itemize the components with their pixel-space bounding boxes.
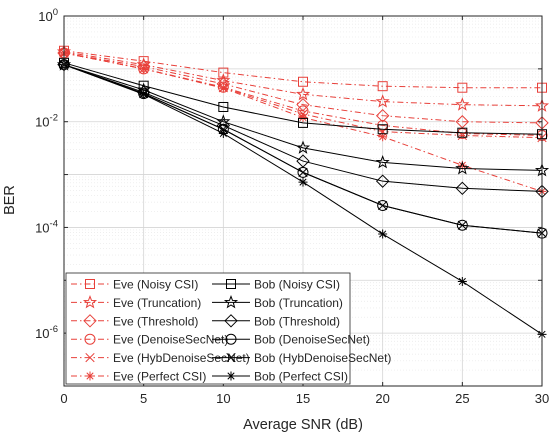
data-point: [139, 64, 149, 74]
legend-label: Eve (DenoiseSecNet): [113, 333, 228, 347]
legend-box: [65, 272, 351, 385]
data-point: [455, 97, 470, 111]
data-point: [375, 108, 390, 123]
data-point: [139, 89, 149, 99]
y-tick-label: 100: [38, 7, 58, 24]
legend-marker: [223, 294, 239, 309]
x-tick-label: 0: [60, 391, 67, 406]
legend-label: Eve (Perfect CSI): [113, 370, 206, 384]
legend-label: Eve (Noisy CSI): [113, 278, 198, 292]
data-point: [377, 199, 389, 211]
data-point: [378, 229, 388, 239]
data-point: [457, 276, 467, 286]
x-tick-label: 20: [375, 391, 389, 406]
legend-label: Eve (Threshold): [113, 314, 198, 328]
legend-marker: [83, 314, 97, 328]
data-point: [457, 160, 467, 170]
data-point: [457, 127, 468, 138]
legend-item: Bob (Perfect CSI): [212, 370, 348, 384]
legend-label: Bob (DenoiseSecNet): [254, 333, 370, 347]
data-point: [218, 67, 229, 78]
legend-marker: [82, 294, 98, 309]
x-tick-label: 25: [455, 391, 469, 406]
axis-ticks: 0 5 10 15 20 25 30 100 10-2 10-4 10-6: [35, 7, 549, 406]
data-point: [297, 166, 309, 178]
legend-marker: [226, 279, 236, 289]
data-point: [298, 117, 308, 128]
legend-item: Eve (Perfect CSI): [71, 370, 206, 384]
legend-item: Eve (DenoiseSecNet): [71, 333, 228, 347]
x-tick-label: 10: [216, 391, 230, 406]
legend-item: Bob (HybDenoiseSecNet): [212, 351, 391, 365]
legend-label: Bob (Threshold): [254, 314, 340, 328]
y-tick-label: 10-4: [35, 218, 58, 235]
legend-label: Bob (HybDenoiseSecNet): [254, 351, 391, 365]
legend-marker: [85, 371, 95, 381]
legend-marker: [226, 352, 236, 363]
legend-label: Bob (Noisy CSI): [254, 278, 340, 292]
x-axis-label: Average SNR (dB): [243, 417, 363, 433]
series-path: [63, 52, 543, 124]
legend-item: Bob (Noisy CSI): [212, 278, 340, 292]
y-tick-label: 10-6: [35, 324, 58, 341]
data-point: [377, 124, 388, 135]
x-tick-label: 30: [535, 391, 549, 406]
data-point: [375, 174, 390, 188]
legend-item: Bob (DenoiseSecNet): [212, 333, 370, 347]
data-point: [295, 140, 311, 154]
x-tick-label: 5: [140, 391, 147, 406]
data-point: [378, 132, 388, 142]
data-point: [218, 83, 228, 93]
data-point: [218, 128, 228, 138]
legend-marker: [224, 314, 238, 328]
legend-item: Eve (HybDenoiseSecNet): [71, 351, 250, 365]
data-point: [455, 181, 470, 196]
y-axis-label: BER: [2, 185, 18, 215]
legend-item: Bob (Threshold): [212, 314, 340, 328]
x-tick-label: 15: [296, 391, 310, 406]
legend-label: Eve (HybDenoiseSecNet): [113, 351, 250, 365]
data-point: [457, 220, 467, 230]
legend-marker: [85, 352, 95, 363]
data-point: [138, 63, 150, 75]
legend-item: Eve (Truncation): [71, 294, 201, 310]
legend-label: Bob (Truncation): [254, 296, 343, 310]
data-point: [375, 94, 390, 108]
legend-label: Bob (Perfect CSI): [254, 370, 348, 384]
legend-item: Eve (Noisy CSI): [71, 278, 198, 292]
data-point: [298, 76, 308, 87]
legend-item: Bob (Truncation): [212, 294, 343, 310]
legend-label: Eve (Truncation): [113, 296, 201, 310]
legend-marker: [225, 333, 237, 345]
legend-marker: [85, 279, 95, 289]
data-point: [298, 177, 308, 187]
data-point: [298, 167, 308, 178]
data-point: [218, 101, 229, 112]
data-point: [455, 161, 470, 175]
legend-item: Eve (Threshold): [71, 314, 198, 328]
data-point: [295, 86, 311, 101]
data-point: [298, 113, 308, 123]
data-point: [457, 82, 468, 93]
data-point: [375, 154, 390, 169]
y-tick-label: 10-2: [35, 113, 58, 130]
data-point: [216, 73, 231, 87]
data-point: [377, 81, 388, 92]
legend-marker: [226, 371, 236, 381]
data-point: [378, 200, 388, 211]
legend: Eve (Noisy CSI) Eve (Truncation) Eve (Thre…: [65, 272, 391, 385]
legend-marker: [84, 333, 96, 345]
